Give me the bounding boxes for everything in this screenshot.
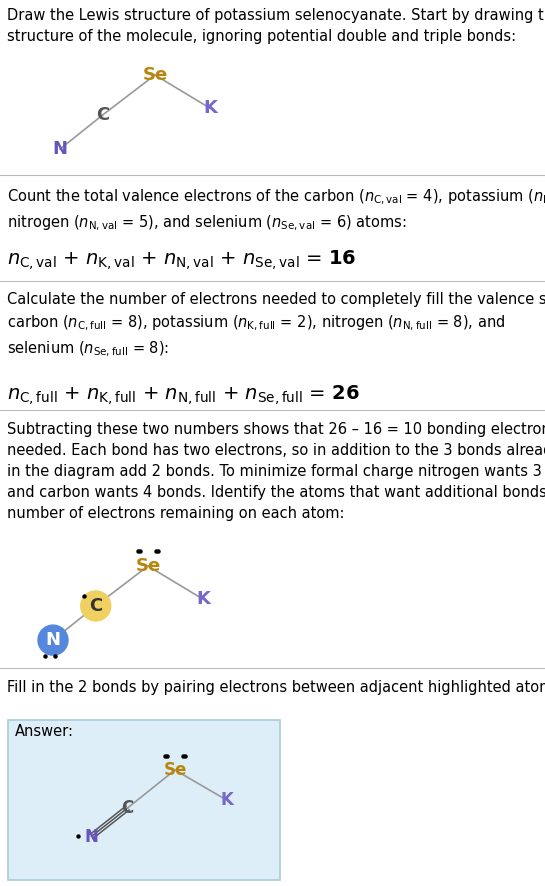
- Circle shape: [38, 626, 68, 655]
- Text: Count the total valence electrons of the carbon ($n_{\mathrm{C,val}}$ = 4), pota: Count the total valence electrons of the…: [7, 188, 545, 233]
- Text: N: N: [52, 140, 68, 158]
- FancyBboxPatch shape: [8, 720, 280, 880]
- Text: K: K: [221, 791, 234, 810]
- Text: Fill in the 2 bonds by pairing electrons between adjacent highlighted atoms:: Fill in the 2 bonds by pairing electrons…: [7, 680, 545, 695]
- Text: Subtracting these two numbers shows that 26 – 16 = 10 bonding electrons are
need: Subtracting these two numbers shows that…: [7, 422, 545, 521]
- Text: Calculate the number of electrons needed to completely fill the valence shells f: Calculate the number of electrons needed…: [7, 292, 545, 359]
- Text: $n_{\mathrm{C,val}}$ + $n_{\mathrm{K,val}}$ + $n_{\mathrm{N,val}}$ + $n_{\mathrm: $n_{\mathrm{C,val}}$ + $n_{\mathrm{K,val…: [7, 248, 356, 272]
- Text: Se: Se: [142, 66, 168, 84]
- Text: C: C: [122, 799, 134, 817]
- Text: K: K: [203, 99, 217, 117]
- Text: $n_{\mathrm{C,full}}$ + $n_{\mathrm{K,full}}$ + $n_{\mathrm{N,full}}$ + $n_{\mat: $n_{\mathrm{C,full}}$ + $n_{\mathrm{K,fu…: [7, 383, 360, 407]
- Text: N: N: [45, 631, 60, 649]
- Text: Answer:: Answer:: [15, 724, 74, 739]
- Text: C: C: [96, 106, 110, 124]
- Text: Se: Se: [164, 761, 187, 779]
- Text: Draw the Lewis structure of potassium selenocyanate. Start by drawing the overal: Draw the Lewis structure of potassium se…: [7, 8, 545, 44]
- Text: K: K: [196, 590, 210, 609]
- Circle shape: [81, 591, 111, 621]
- Text: Se: Se: [135, 557, 161, 575]
- Text: C: C: [89, 597, 102, 615]
- Text: N: N: [84, 828, 98, 845]
